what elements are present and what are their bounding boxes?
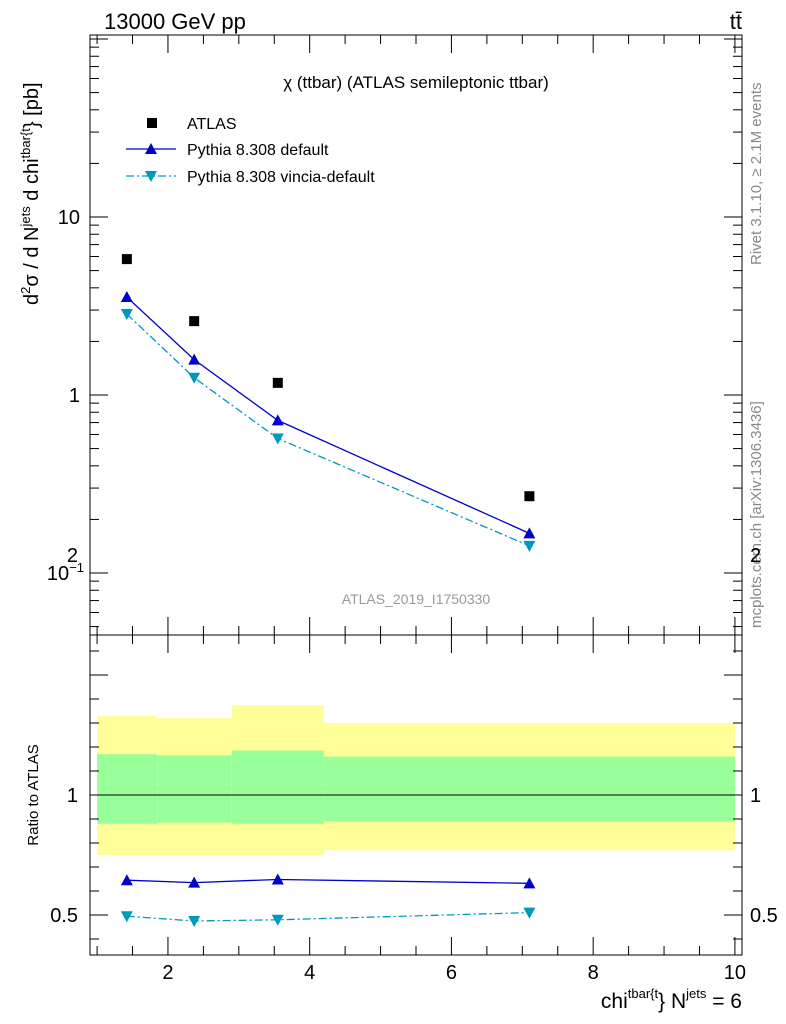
ratio-y-tick-label: 2 xyxy=(67,545,78,567)
series-line-main xyxy=(126,296,530,534)
data-point-pythia-vincia xyxy=(523,540,536,552)
mcplots-label: mcplots.cern.ch [arXiv:1306.3436] xyxy=(748,401,765,628)
legend-label-pythia-vincia: Pythia 8.308 vincia-default xyxy=(187,169,375,186)
series-line-main xyxy=(126,313,530,547)
data-point-pythia-vincia xyxy=(271,433,284,445)
data-point-atlas xyxy=(524,491,535,502)
rivet-label: Rivet 3.1.10, ≥ 2.1M events xyxy=(748,83,765,266)
y-axis-label: d2σ / d Njets d chitbar{t} [pb] xyxy=(18,82,43,305)
data-point-pythia-vincia xyxy=(120,309,133,321)
ratio-y-tick-label-right: 0.5 xyxy=(750,905,778,927)
main-panel: 10 1 10−1 χ (ttbar) (ATLAS semileptonic tt… xyxy=(18,34,743,636)
y-tick-label: 1 xyxy=(69,385,80,407)
ratio-y-tick-label-right: 1 xyxy=(750,785,761,807)
x-tick-label: 4 xyxy=(304,962,315,984)
band-inner xyxy=(323,756,735,822)
x-tick-label: 8 xyxy=(588,962,599,984)
data-point-pythia-vincia xyxy=(271,914,284,926)
analysis-id-label: ATLAS_2019_I1750330 xyxy=(342,591,491,607)
data-point-pythia-default xyxy=(188,353,201,365)
ratio-y-tick-label: 1 xyxy=(67,785,78,807)
data-point-pythia-default xyxy=(188,876,201,888)
main-y-ticks: 10 1 10−1 xyxy=(47,38,742,628)
ratio-x-ticks: 2 4 6 8 10 xyxy=(96,635,746,984)
ratio-y-tick-label: 0.5 xyxy=(50,905,78,927)
data-point-pythia-default xyxy=(271,873,284,885)
y-tick-label: 10 xyxy=(58,207,80,229)
data-point-pythia-vincia xyxy=(188,372,201,384)
series-line-ratio xyxy=(126,911,530,922)
legend-marker-pythia-vincia xyxy=(145,171,157,182)
legend-label-pythia-default: Pythia 8.308 default xyxy=(187,142,329,159)
legend: ATLAS Pythia 8.308 default Pythia 8.308 … xyxy=(126,116,375,186)
x-tick-label: 2 xyxy=(162,962,173,984)
band-inner xyxy=(157,755,232,823)
energy-label: 13000 GeV pp xyxy=(104,9,246,34)
series-line-ratio xyxy=(126,878,530,884)
data-point-pythia-default xyxy=(120,291,133,303)
ratio-panel: 2 2 1 1 0.5 0.5 2 4 6 8 10 Ratio to ATLAS chitbar… xyxy=(25,545,778,1013)
data-point-atlas xyxy=(121,254,132,265)
main-x-ticks xyxy=(96,35,736,635)
process-label: tt̄ xyxy=(730,9,742,34)
legend-marker-atlas xyxy=(147,118,157,128)
ratio-y-ticks: 2 2 1 1 0.5 0.5 xyxy=(50,545,778,940)
ratio-frame xyxy=(89,634,743,956)
data-point-atlas xyxy=(272,377,283,388)
x-axis-label: chitbar{t} Njets = 6 xyxy=(601,986,742,1013)
legend-marker-pythia-default xyxy=(145,143,157,154)
band-inner xyxy=(97,754,158,824)
legend-label-atlas: ATLAS xyxy=(187,116,237,133)
data-point-pythia-default xyxy=(523,877,536,889)
x-tick-label: 10 xyxy=(724,962,746,984)
y-tick-label: 10−1 xyxy=(47,560,84,585)
data-point-pythia-default xyxy=(120,874,133,886)
x-tick-label: 6 xyxy=(446,962,457,984)
data-point-pythia-vincia xyxy=(120,911,133,923)
ratio-y-axis-label: Ratio to ATLAS xyxy=(25,744,42,845)
data-point-pythia-vincia xyxy=(188,916,201,927)
data-point-pythia-default xyxy=(271,414,284,426)
data-point-atlas xyxy=(189,316,200,327)
ratio-y-tick-label-right: 2 xyxy=(750,545,761,567)
band-inner xyxy=(231,750,324,824)
data-point-pythia-default xyxy=(523,527,536,539)
data-point-pythia-vincia xyxy=(523,907,536,919)
plot-title: χ (ttbar) (ATLAS semileptonic ttbar) xyxy=(283,73,549,92)
